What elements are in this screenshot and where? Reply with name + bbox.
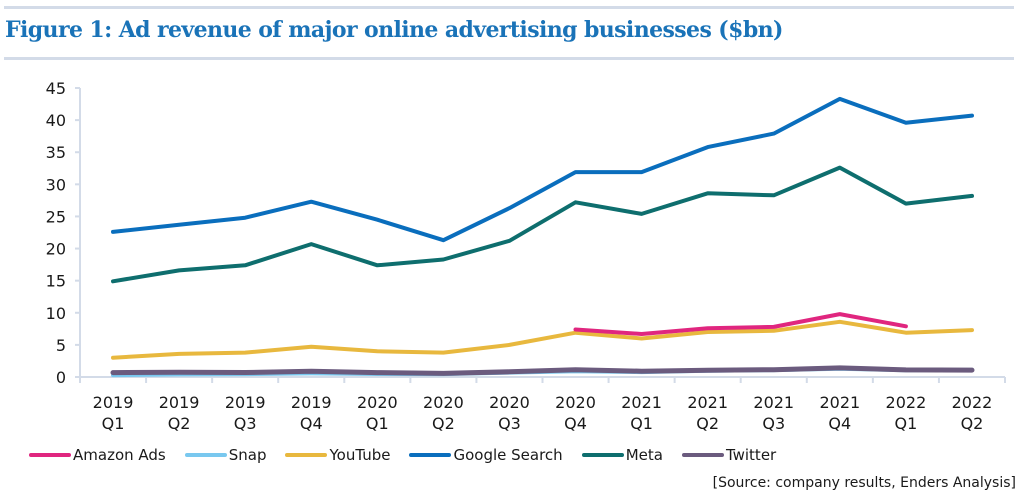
source-note: [Source: company results, Enders Analysi… <box>712 475 1016 491</box>
x-tick-label-quarter: Q1 <box>630 414 653 433</box>
series-line-amazon-ads <box>573 312 908 336</box>
legend-label: Snap <box>228 446 267 464</box>
series-line-meta <box>111 165 974 284</box>
x-tick-label-year: 2020 <box>423 393 464 412</box>
legend-swatch <box>285 453 328 457</box>
series-meta <box>111 165 974 284</box>
x-tick-label-year: 2019 <box>93 393 134 412</box>
x-tick-label-year: 2021 <box>819 393 860 412</box>
x-tick-label-year: 2021 <box>687 393 728 412</box>
series-layer <box>110 96 975 378</box>
series-twitter <box>110 365 975 376</box>
x-tick-label-quarter: Q1 <box>895 414 918 433</box>
y-tick-label: 30 <box>46 175 66 194</box>
y-axis: 0 5 10 15 20 25 30 35 40 45 <box>46 79 81 387</box>
x-tick-label-quarter: Q2 <box>961 414 984 433</box>
y-tick-label: 45 <box>46 79 66 98</box>
x-tick-label-quarter: Q3 <box>498 414 521 433</box>
x-tick-label-quarter: Q4 <box>300 414 323 433</box>
header-bottom-rule <box>4 57 1014 60</box>
x-tick-label-year: 2020 <box>489 393 530 412</box>
y-tick-label: 25 <box>46 207 66 226</box>
x-tick-label-quarter: Q3 <box>762 414 785 433</box>
y-tick-label: 35 <box>46 143 66 162</box>
x-tick-label-year: 2019 <box>225 393 266 412</box>
x-tick-label-quarter: Q4 <box>564 414 587 433</box>
series-line-twitter <box>110 365 975 376</box>
legend-swatch <box>184 453 227 457</box>
legend-item-snap: Snap <box>184 446 267 464</box>
y-tick-label: 10 <box>46 304 66 323</box>
series-amazon-ads <box>573 312 908 336</box>
legend-item-meta: Meta <box>581 446 663 464</box>
x-tick-label-quarter: Q2 <box>168 414 191 433</box>
x-tick-label-quarter: Q4 <box>828 414 851 433</box>
x-tick-label-quarter: Q3 <box>234 414 257 433</box>
x-tick-label-quarter: Q2 <box>432 414 455 433</box>
legend-label: Twitter <box>725 446 777 464</box>
legend-swatch <box>29 453 71 457</box>
chart-title: Figure 1: Ad revenue of major online adv… <box>5 17 783 43</box>
legend-item-youtube: YouTube <box>285 446 390 464</box>
legend-label: YouTube <box>329 446 391 464</box>
x-tick-label-year: 2019 <box>159 393 200 412</box>
legend-swatch <box>681 453 724 457</box>
x-tick-label-quarter: Q1 <box>366 414 389 433</box>
x-tick-label-year: 2020 <box>357 393 398 412</box>
x-tick-label-year: 2020 <box>555 393 596 412</box>
legend-item-amazon-ads: Amazon Ads <box>29 446 166 464</box>
legend-swatch <box>581 453 624 457</box>
y-tick-label: 5 <box>56 336 66 355</box>
series-youtube <box>111 319 974 360</box>
y-tick-label: 20 <box>46 240 66 259</box>
series-line-youtube <box>111 319 974 360</box>
legend-swatch <box>409 453 452 457</box>
x-tick-label-year: 2022 <box>886 393 927 412</box>
x-tick-label-year: 2022 <box>952 393 993 412</box>
legend-label: Meta <box>625 446 663 464</box>
legend-item-google-search: Google Search <box>409 446 563 464</box>
y-tick-label: 0 <box>56 368 66 387</box>
x-tick-label-quarter: Q2 <box>696 414 719 433</box>
x-tick-label-quarter: Q1 <box>102 414 125 433</box>
legend-label: Google Search <box>453 446 563 464</box>
x-tick-label-year: 2019 <box>291 393 332 412</box>
y-tick-label: 15 <box>46 272 66 291</box>
legend-label: Amazon Ads <box>73 446 166 464</box>
chart-legend: Amazon Ads Snap YouTube Google Search Meta Tw… <box>29 446 795 464</box>
legend-item-twitter: Twitter <box>681 446 777 464</box>
x-axis: 2019 Q1 2019 Q2 2019 Q3 2019 Q4 2020 Q1 2020 Q2 2020… <box>79 376 1006 433</box>
x-tick-label-year: 2021 <box>621 393 662 412</box>
series-line-google-search <box>111 96 974 243</box>
series-google-search <box>111 96 974 243</box>
header-top-rule <box>4 6 1014 9</box>
y-tick-label: 40 <box>46 111 66 130</box>
x-tick-label-year: 2021 <box>753 393 794 412</box>
